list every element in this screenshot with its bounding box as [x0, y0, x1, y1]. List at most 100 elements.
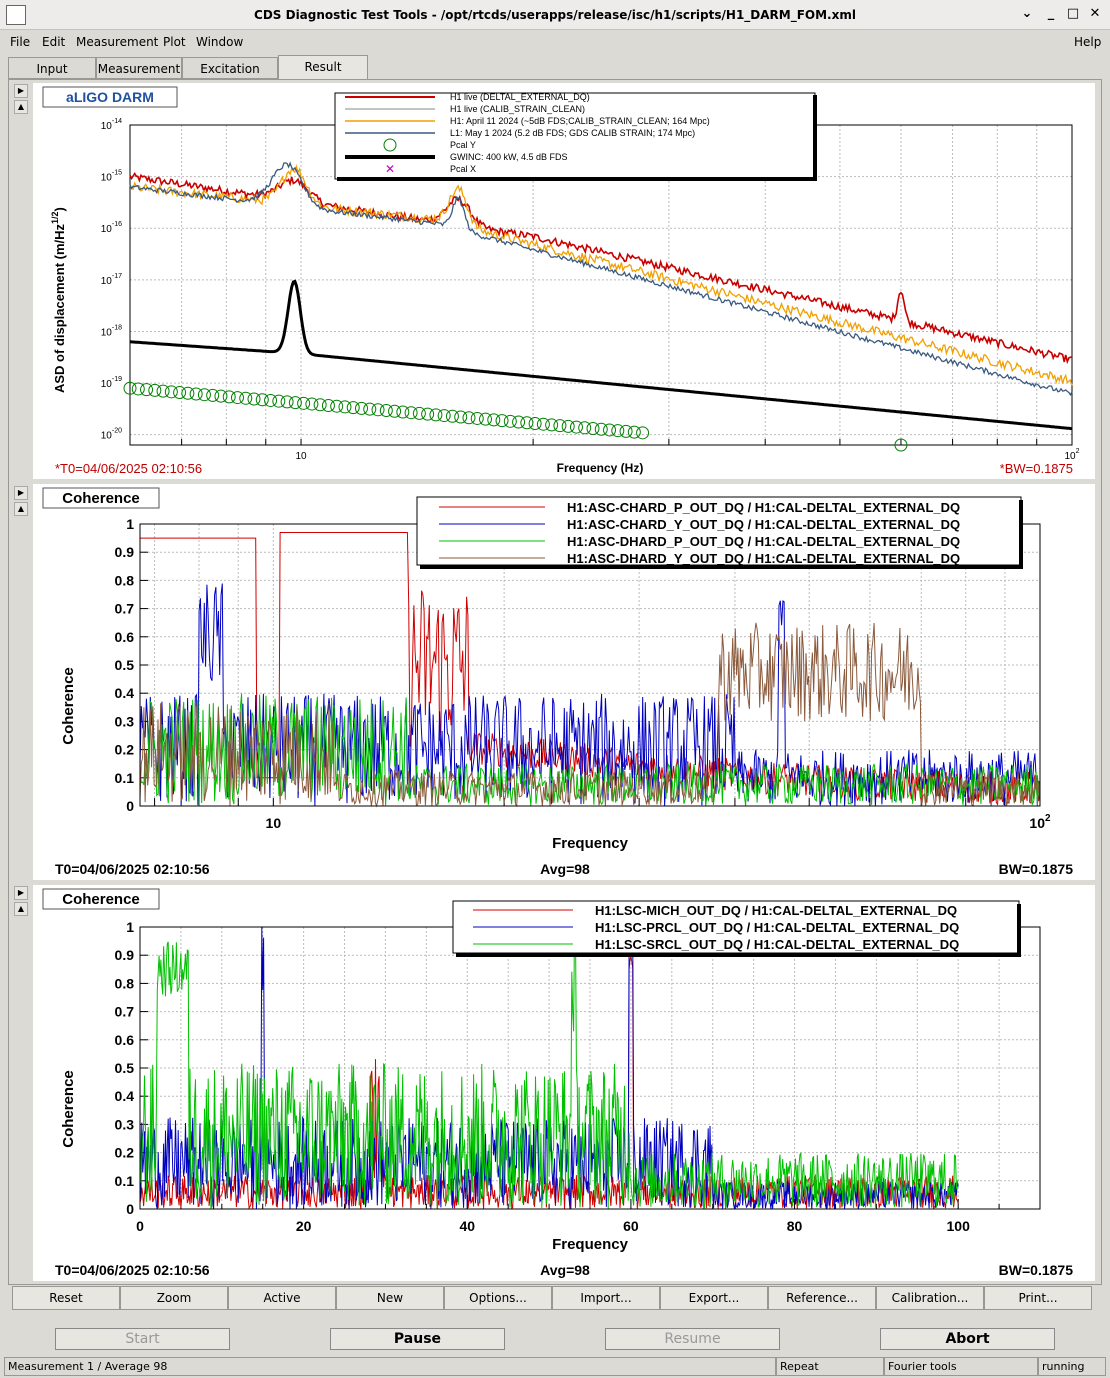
- chevron-down-icon[interactable]: ⌄: [1021, 6, 1033, 21]
- legend-marker: [383, 138, 397, 152]
- legend-label: H1:LSC-SRCL_OUT_DQ / H1:CAL-DELTAL_EXTER…: [595, 937, 959, 952]
- reference-button[interactable]: Reference...: [768, 1286, 876, 1310]
- plot1-title: aLIGO DARM: [66, 89, 154, 105]
- plot1-xlabel: Frequency (Hz): [557, 461, 644, 475]
- pcal-y-marker: [181, 386, 195, 400]
- zoom-button[interactable]: Zoom: [120, 1286, 228, 1310]
- p3-ytick: 0.6: [115, 1032, 135, 1048]
- trace-3: [139, 926, 959, 1210]
- legend-label: H1 live (DELTAL_EXTERNAL_DQ): [450, 92, 590, 102]
- pcal-y-marker: [627, 425, 641, 439]
- plot1-t0: *T0=04/06/2025 02:10:56: [55, 461, 202, 476]
- menu-window[interactable]: Window: [196, 35, 244, 49]
- pcal-y-marker: [479, 412, 493, 426]
- pcal-y-marker: [561, 419, 575, 433]
- options-button[interactable]: Options...: [444, 1286, 552, 1310]
- plot3-ylabel: Coherence: [60, 1070, 77, 1148]
- tab-excitation[interactable]: Excitation: [182, 57, 278, 79]
- legend-label: Pcal X: [450, 164, 476, 174]
- menu-file[interactable]: File: [10, 35, 31, 49]
- menu-measurement[interactable]: Measurement: [76, 35, 159, 49]
- pcal-y-marker: [619, 424, 633, 438]
- plot2-ylabel: Coherence: [60, 667, 77, 745]
- p3-ytick: 0: [126, 1201, 134, 1217]
- p3-xtick: 60: [623, 1218, 639, 1234]
- pcal-y-marker: [264, 393, 278, 407]
- pcal-y-marker: [611, 424, 625, 438]
- pcal-y-marker: [636, 426, 650, 440]
- panel3-next-icon[interactable]: ▶: [14, 886, 28, 900]
- panel2-next-icon[interactable]: ▶: [14, 486, 28, 500]
- coherence-asc-plot[interactable]: Coherence 10.90.80.70.60.50.40.30.20.10 …: [33, 484, 1095, 880]
- export-button[interactable]: Export...: [660, 1286, 768, 1310]
- pcal-y-marker: [429, 408, 443, 422]
- pcal-y-marker: [495, 414, 509, 428]
- minimize-icon[interactable]: _: [1047, 6, 1055, 21]
- pcal-y-marker: [239, 391, 253, 405]
- plot3-t0: T0=04/06/2025 02:10:56: [55, 1262, 210, 1278]
- plot2-t0: T0=04/06/2025 02:10:56: [55, 861, 210, 877]
- menu-help[interactable]: Help: [1074, 35, 1102, 49]
- pcal-y-marker: [388, 404, 402, 418]
- p2-ytick: 0: [126, 798, 134, 814]
- trace-4: [139, 622, 1041, 808]
- start-button[interactable]: Start: [55, 1328, 230, 1350]
- new-button[interactable]: New: [336, 1286, 444, 1310]
- p3-ytick: 0.9: [115, 947, 135, 963]
- panel1-prev-icon[interactable]: ▲: [14, 100, 28, 114]
- tab-measurement[interactable]: Measurement: [96, 57, 182, 79]
- pause-button[interactable]: Pause: [330, 1328, 505, 1350]
- p3-xtick: 100: [947, 1218, 971, 1234]
- pcal-y-marker: [454, 410, 468, 424]
- pcal-y-marker: [462, 411, 476, 425]
- panel2-prev-icon[interactable]: ▲: [14, 502, 28, 516]
- p3-ytick: 0.2: [115, 1145, 135, 1161]
- panel1-next-icon[interactable]: ▶: [14, 84, 28, 98]
- pcal-y-marker: [173, 386, 187, 400]
- menu-plot[interactable]: Plot: [163, 35, 186, 49]
- calibration-button[interactable]: Calibration...: [876, 1286, 984, 1310]
- pcal-y-marker: [140, 383, 154, 397]
- plot3-avg: Avg=98: [540, 1262, 590, 1278]
- plot2-title: Coherence: [62, 490, 140, 507]
- status-measurement: Measurement 1 / Average 98: [4, 1357, 776, 1376]
- legend-marker: ✕: [385, 162, 395, 176]
- legend-label: H1:ASC-DHARD_P_OUT_DQ / H1:CAL-DELTAL_EX…: [567, 534, 960, 549]
- p3-ytick: 1: [126, 919, 134, 935]
- pcal-y-marker: [156, 384, 170, 398]
- status-repeat: Repeat: [776, 1357, 884, 1376]
- tab-input[interactable]: Input: [8, 57, 96, 79]
- reset-button[interactable]: Reset: [12, 1286, 120, 1310]
- close-icon[interactable]: ✕: [1089, 6, 1101, 21]
- import-button[interactable]: Import...: [552, 1286, 660, 1310]
- menu-bar: File Edit Measurement Plot Window Help: [0, 30, 1110, 54]
- p3-ytick: 0.5: [115, 1060, 135, 1076]
- legend-label: H1:ASC-CHARD_Y_OUT_DQ / H1:CAL-DELTAL_EX…: [567, 517, 960, 532]
- print-button[interactable]: Print...: [984, 1286, 1092, 1310]
- panel3-prev-icon[interactable]: ▲: [14, 902, 28, 916]
- pcal-y-marker: [512, 415, 526, 429]
- p2-ytick: 0.2: [115, 742, 135, 758]
- coherence-lsc-plot[interactable]: Coherence 10.90.80.70.60.50.40.30.20.10 …: [33, 885, 1095, 1281]
- status-state: running: [1038, 1357, 1106, 1376]
- pcal-y-marker: [164, 385, 178, 399]
- trace-l1-may: [129, 161, 1073, 397]
- plot3-title: Coherence: [62, 891, 140, 908]
- tab-bar: Input Measurement Excitation Result: [8, 55, 1102, 79]
- p3-ytick: 0.7: [115, 1004, 135, 1020]
- p2-ytick: 0.7: [115, 601, 135, 617]
- trace-h1-deltal: [129, 171, 1073, 365]
- p3-ytick: 0.4: [115, 1088, 135, 1104]
- maximize-icon[interactable]: □: [1066, 6, 1080, 21]
- abort-button[interactable]: Abort: [880, 1328, 1055, 1350]
- p2-xtick: 10: [266, 815, 282, 831]
- p2-ytick: 1: [126, 516, 134, 532]
- tab-result[interactable]: Result: [278, 55, 368, 79]
- pcal-y-marker: [214, 389, 228, 403]
- pcal-y-marker: [313, 398, 327, 412]
- resume-button[interactable]: Resume: [605, 1328, 780, 1350]
- active-button[interactable]: Active: [228, 1286, 336, 1310]
- darm-asd-plot[interactable]: aLIGO DARM 10-1410-1510-1610-1710-1810-1…: [33, 83, 1095, 479]
- menu-edit[interactable]: Edit: [42, 35, 66, 49]
- plot3-traces: [139, 926, 959, 1210]
